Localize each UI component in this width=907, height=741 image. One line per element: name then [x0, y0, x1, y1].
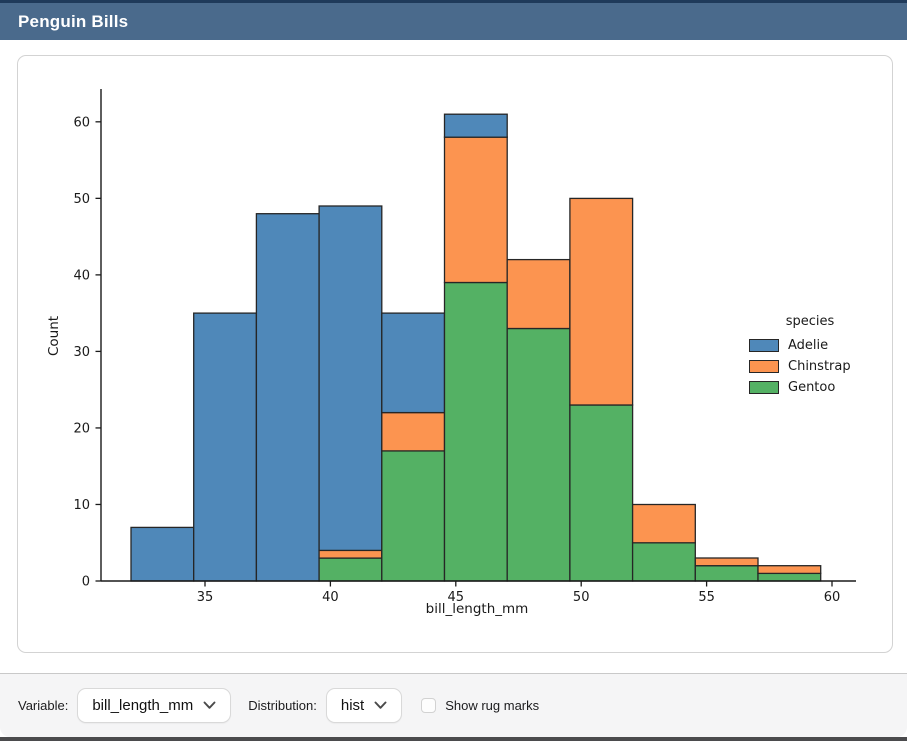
- x-tick-label: 35: [197, 590, 214, 605]
- legend-entry-adelie: Adelie: [749, 335, 899, 356]
- legend-swatch-gentoo: [749, 381, 779, 394]
- y-tick-label: 20: [73, 421, 90, 436]
- app-title: Penguin Bills: [18, 11, 129, 31]
- hist-bar-chinstrap-5: [443, 136, 508, 284]
- hist-bar-adelie-1: [193, 312, 258, 582]
- hist-bar-adelie-4: [381, 312, 446, 414]
- hist-bar-adelie-3: [318, 205, 383, 552]
- hist-bar-gentoo-9: [694, 565, 759, 582]
- chevron-down-icon: [374, 701, 387, 710]
- hist-bar-gentoo-10: [757, 572, 822, 582]
- x-tick-label: 60: [824, 590, 841, 605]
- y-tick-label: 50: [73, 192, 90, 207]
- hist-bar-chinstrap-9: [694, 557, 759, 567]
- y-tick-label: 60: [73, 115, 90, 130]
- legend-entry-gentoo: Gentoo: [749, 377, 899, 398]
- hist-bar-gentoo-7: [569, 404, 634, 582]
- hist-bar-adelie-5: [443, 113, 508, 138]
- chart-card: 35 40 45 50 55 60 0 10 20 30 40 50 60 bill_length_mm C…: [17, 55, 893, 653]
- hist-bar-chinstrap-4: [381, 411, 446, 452]
- legend-label: Adelie: [788, 338, 829, 353]
- histogram-chart: 35 40 45 50 55 60 0 10 20 30 40 50 60 bill_length_mm C…: [46, 89, 856, 617]
- hist-bar-gentoo-5: [443, 281, 508, 582]
- y-tick-label: 30: [73, 345, 90, 360]
- title-bar: Penguin Bills: [0, 0, 907, 40]
- legend-label: Chinstrap: [788, 359, 851, 374]
- hist-bar-chinstrap-6: [506, 258, 571, 330]
- x-tick-label: 50: [573, 590, 590, 605]
- hist-bar-chinstrap-8: [631, 503, 696, 544]
- chevron-down-icon: [203, 701, 216, 710]
- hist-bar-adelie-0: [130, 526, 195, 582]
- hist-bar-gentoo-4: [381, 450, 446, 582]
- x-tick-label: 55: [698, 590, 715, 605]
- hist-bar-chinstrap-7: [569, 197, 634, 406]
- rug-label: Show rug marks: [445, 698, 540, 713]
- distribution-select-value: hist: [340, 697, 365, 714]
- y-tick-label: 0: [82, 575, 90, 590]
- hist-bar-gentoo-6: [506, 327, 571, 582]
- variable-label: Variable:: [18, 698, 69, 713]
- hist-bar-adelie-2: [255, 213, 320, 582]
- variable-select[interactable]: bill_length_mm: [77, 688, 232, 723]
- legend-label: Gentoo: [788, 380, 836, 395]
- distribution-label: Distribution:: [248, 698, 317, 713]
- legend-entry-chinstrap: Chinstrap: [749, 356, 899, 377]
- hist-bar-gentoo-3: [318, 557, 383, 582]
- control-bar: Variable: bill_length_mm Distribution: h…: [0, 673, 907, 737]
- y-tick-label: 40: [73, 268, 90, 283]
- y-axis-label: Count: [46, 316, 62, 356]
- hist-bar-gentoo-8: [631, 542, 696, 582]
- legend-swatch-chinstrap: [749, 360, 779, 373]
- legend-swatch-adelie: [749, 339, 779, 352]
- variable-select-value: bill_length_mm: [92, 697, 194, 714]
- rug-checkbox[interactable]: [421, 698, 437, 713]
- hist-bar-chinstrap-10: [757, 565, 822, 575]
- y-tick-label: 10: [73, 498, 90, 513]
- x-tick-label: 45: [448, 590, 465, 605]
- x-tick-label: 40: [322, 590, 339, 605]
- window-bottom-edge: [0, 737, 907, 741]
- legend-title: species: [785, 314, 835, 329]
- chart-legend: species Adelie Chinstrap Gentoo: [749, 314, 899, 398]
- x-axis-label: bill_length_mm: [426, 601, 529, 617]
- hist-bar-chinstrap-3: [318, 549, 383, 559]
- distribution-select[interactable]: hist: [325, 688, 403, 723]
